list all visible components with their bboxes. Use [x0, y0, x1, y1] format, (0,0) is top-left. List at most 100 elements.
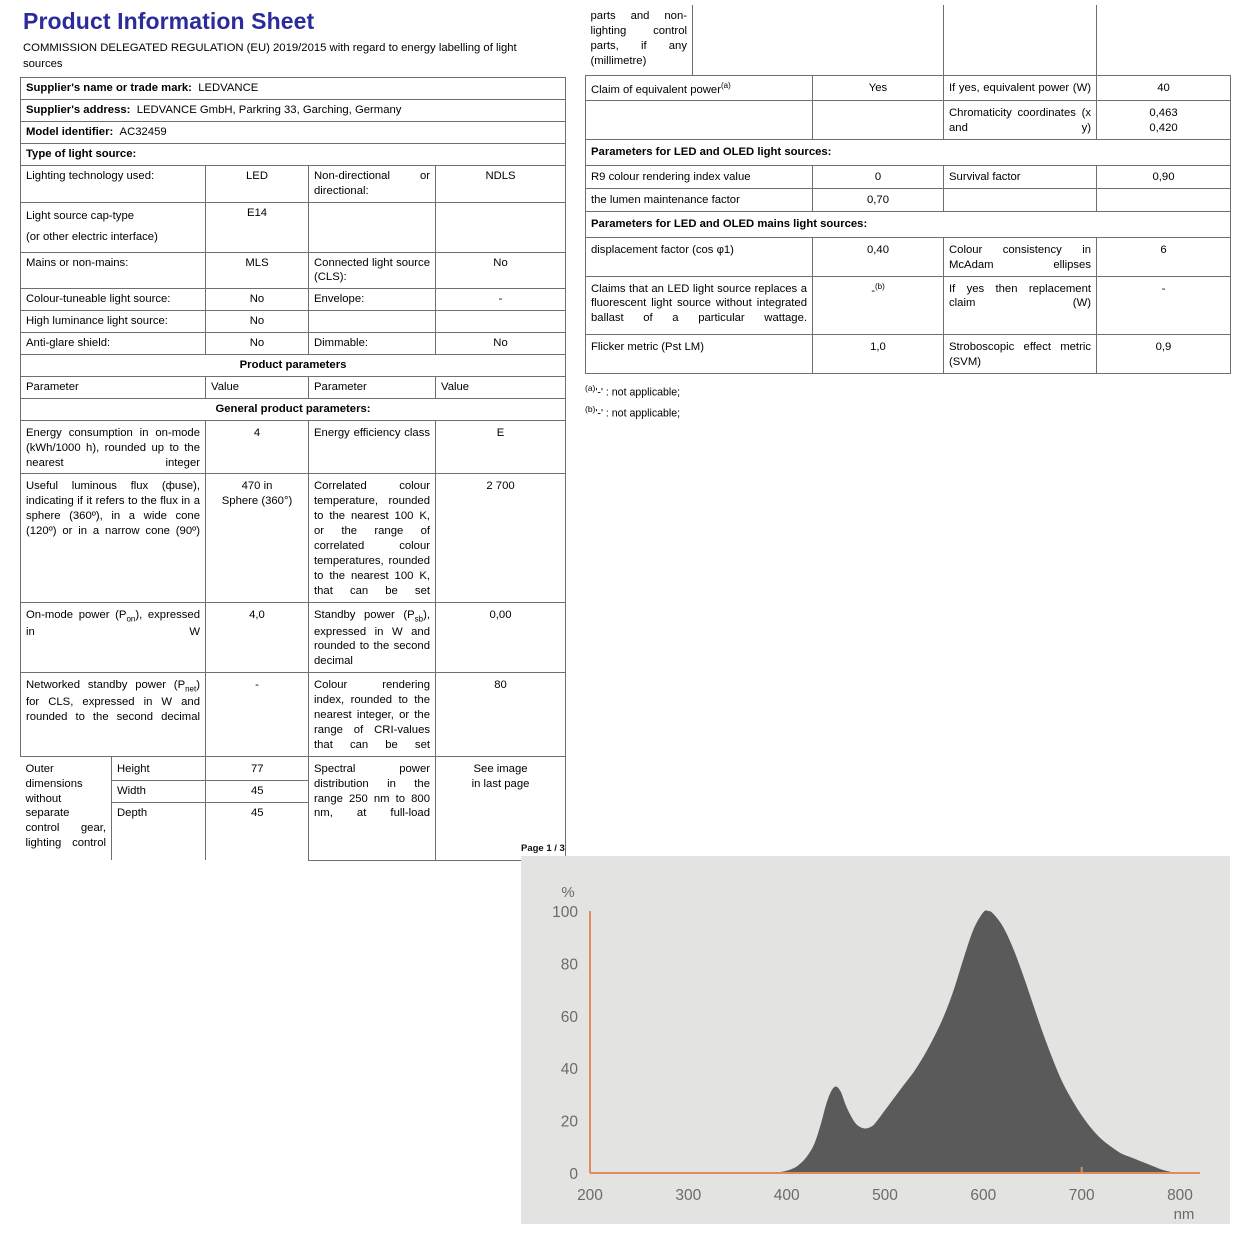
table-row: On-mode power (Pon), expressed in W 4,0 …: [20, 601, 567, 674]
supplier-address-value: LEDVANCE GmbH, Parkring 33, Garching, Ge…: [136, 104, 402, 117]
energy-consumption-label: Energy consumption in on-mode (kWh/1000 …: [20, 419, 206, 475]
dimmable-value: No: [434, 332, 567, 356]
footnote-a: (a)'-' : not applicable;: [585, 381, 1230, 402]
supplier-name-value: LEDVANCE: [198, 82, 259, 95]
product-parameters-header: Product parameters: [19, 354, 567, 377]
table-row-chromaticity: Chromaticity coordinates (x and y) 0,463…: [585, 100, 1231, 141]
spectral-power-distribution-chart: 0 20 40 60 80 100% 200 300 400 500 600 700 800 nm: [521, 856, 1230, 1224]
cap-type-value: E14: [205, 201, 309, 253]
envelope-label: Envelope:: [308, 288, 436, 312]
dimension-row: Depth 45: [21, 801, 309, 861]
cap-type-label: Light source cap-type (or other electric …: [20, 201, 206, 253]
table-row-product-parameters-header: Product parameters: [19, 354, 567, 377]
x-axis-label: nm: [1174, 1206, 1195, 1223]
svm-label: Stroboscopic effect metric (SVM): [943, 334, 1097, 375]
r9-cri-value: 0: [812, 165, 944, 189]
on-mode-power-label: On-mode power (Pon), expressed in W: [20, 601, 206, 674]
table-row-supplier-address: Supplier's address: LEDVANCE GmbH, Parkr…: [19, 99, 567, 122]
x-tick-label: 200: [577, 1187, 603, 1204]
left-column: Product Information Sheet COMMISSION DEL…: [19, 8, 567, 861]
col-header-parameter-2: Parameter: [308, 375, 436, 399]
x-tick-label: 700: [1069, 1187, 1095, 1204]
fluorescent-replacement-value: -(b): [812, 275, 944, 336]
mains-value: MLS: [205, 251, 309, 290]
equivalent-power-label-text: Claim of equivalent power: [591, 83, 721, 96]
x-tick-label: 600: [970, 1187, 996, 1204]
y-axis-label: %: [561, 884, 574, 901]
table-row-supplier-name: Supplier's name or trade mark: LEDVANCE: [19, 77, 567, 101]
luminous-flux-value: 470 in Sphere (360°): [205, 473, 309, 603]
table-row: displacement factor (cos φ1) 0,40 Colour…: [585, 236, 1231, 277]
x-tick-label: 800: [1167, 1187, 1193, 1204]
model-identifier-cell: Model identifier: AC32459: [19, 120, 567, 144]
outer-dimensions-label-continued: parts and non-lighting control parts, if…: [585, 5, 693, 76]
survival-factor-value: 0,90: [1096, 165, 1231, 189]
outer-dimensions-label: Outer dimensions without separate contro…: [20, 756, 112, 861]
empty-cell: [434, 310, 567, 334]
replacement-claim-value: -: [1096, 275, 1231, 336]
y-tick-label: 0: [569, 1166, 578, 1183]
networked-standby-label: Networked standby power (Pnet) for CLS, …: [20, 672, 206, 757]
colour-consistency-value: 6: [1096, 236, 1231, 277]
table-row: R9 colour rendering index value 0 Surviv…: [585, 165, 1231, 189]
table-row: Flicker metric (Pst LM) 1,0 Stroboscopic…: [585, 334, 1231, 375]
directionality-value: NDLS: [434, 164, 567, 203]
mains-label: Mains or non-mains:: [20, 251, 206, 290]
empty-cell: [812, 100, 944, 141]
table-row: the lumen maintenance factor 0,70: [585, 187, 1231, 212]
outer-dimensions-cell: Outer dimensions without separate contro…: [20, 756, 309, 861]
empty-cell: [1096, 5, 1231, 76]
displacement-factor-value: 0,40: [812, 236, 944, 277]
dimension-name-width: Width: [111, 779, 206, 803]
directionality-label: Non-directional or directional:: [308, 164, 436, 203]
equivalent-power-w-value: 40: [1096, 74, 1231, 102]
table-row-equivalent-power: Claim of equivalent power(a) Yes If yes,…: [585, 74, 1231, 102]
table-row-general-parameters-header: General product parameters:: [19, 397, 567, 421]
envelope-value: -: [434, 288, 567, 312]
equivalent-power-value: Yes: [812, 74, 944, 102]
energy-class-value: E: [434, 419, 567, 475]
empty-cell: [943, 187, 1097, 212]
networked-standby-value: -: [205, 672, 309, 757]
energy-class-label: Energy efficiency class: [308, 419, 436, 475]
table-row: Lighting technology used: LED Non-direct…: [20, 164, 567, 203]
col-header-value-1: Value: [205, 375, 309, 399]
footnote-b: (b)'-' : not applicable;: [585, 402, 1230, 423]
standby-power-value: 0,00: [434, 601, 567, 674]
empty-cell: [585, 100, 813, 141]
empty-cell: [308, 310, 436, 334]
flicker-metric-value: 1,0: [812, 334, 944, 375]
col-header-parameter-1: Parameter: [20, 375, 206, 399]
y-tick-label: 20: [561, 1114, 579, 1131]
anti-glare-label: Anti-glare shield:: [20, 332, 206, 356]
empty-cell: [943, 5, 1097, 76]
regulation-subtitle: COMMISSION DELEGATED REGULATION (EU) 201…: [23, 42, 517, 70]
footnote-b-text: '-' : not applicable;: [595, 407, 681, 420]
led-oled-section-header: Parameters for LED and OLED light source…: [585, 139, 1231, 167]
dimmable-label: Dimmable:: [308, 332, 436, 356]
dimension-value-depth: 45: [205, 801, 309, 861]
y-tick-label: 40: [561, 1061, 579, 1078]
displacement-factor-label: displacement factor (cos φ1): [585, 236, 813, 277]
dimension-value-width: 45: [205, 779, 309, 803]
dimension-name-height: Height: [111, 756, 206, 781]
high-luminance-label: High luminance light source:: [20, 310, 206, 334]
fluorescent-replacement-value-text: -: [871, 284, 875, 297]
equivalent-power-label: Claim of equivalent power(a): [585, 74, 813, 102]
table-row: Energy consumption in on-mode (kWh/1000 …: [20, 419, 567, 475]
lumen-maintenance-label: the lumen maintenance factor: [585, 187, 813, 212]
dimension-value-height: 77: [205, 756, 309, 781]
empty-cell: [692, 5, 944, 76]
spd-area: [590, 910, 1180, 1174]
luminous-flux-label: Useful luminous flux (фuse), indicating …: [20, 473, 206, 603]
replacement-claim-label: If yes then replacement claim (W): [943, 275, 1097, 336]
table-row: Claims that an LED light source replaces…: [585, 275, 1231, 336]
y-tick-label: 80: [561, 956, 579, 973]
cls-label: Connected light source (CLS):: [308, 251, 436, 290]
y-tick-label: 100: [552, 904, 578, 921]
x-tick-label: 300: [675, 1187, 701, 1204]
equivalent-power-w-label: If yes, equivalent power (W): [943, 74, 1097, 102]
chart-plot-layer: 0 20 40 60 80 100% 200 300 400 500 600 700 800 nm: [552, 884, 1200, 1223]
colour-tuneable-label: Colour-tuneable light source:: [20, 288, 206, 312]
